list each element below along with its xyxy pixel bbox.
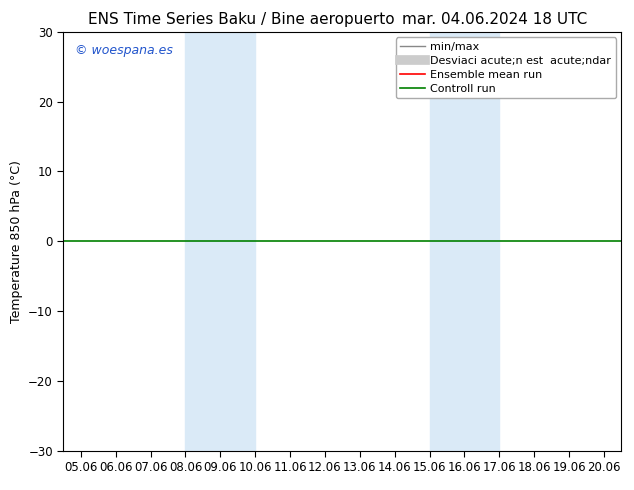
Bar — [429, 32, 500, 451]
Y-axis label: Temperature 850 hPa (°C): Temperature 850 hPa (°C) — [10, 160, 23, 323]
Bar — [185, 32, 255, 451]
Text: mar. 04.06.2024 18 UTC: mar. 04.06.2024 18 UTC — [402, 12, 587, 27]
Legend: min/max, Desviaci acute;n est  acute;ndar, Ensemble mean run, Controll run: min/max, Desviaci acute;n est acute;ndar… — [396, 37, 616, 98]
Text: © woespana.es: © woespana.es — [75, 45, 172, 57]
Text: ENS Time Series Baku / Bine aeropuerto: ENS Time Series Baku / Bine aeropuerto — [87, 12, 394, 27]
